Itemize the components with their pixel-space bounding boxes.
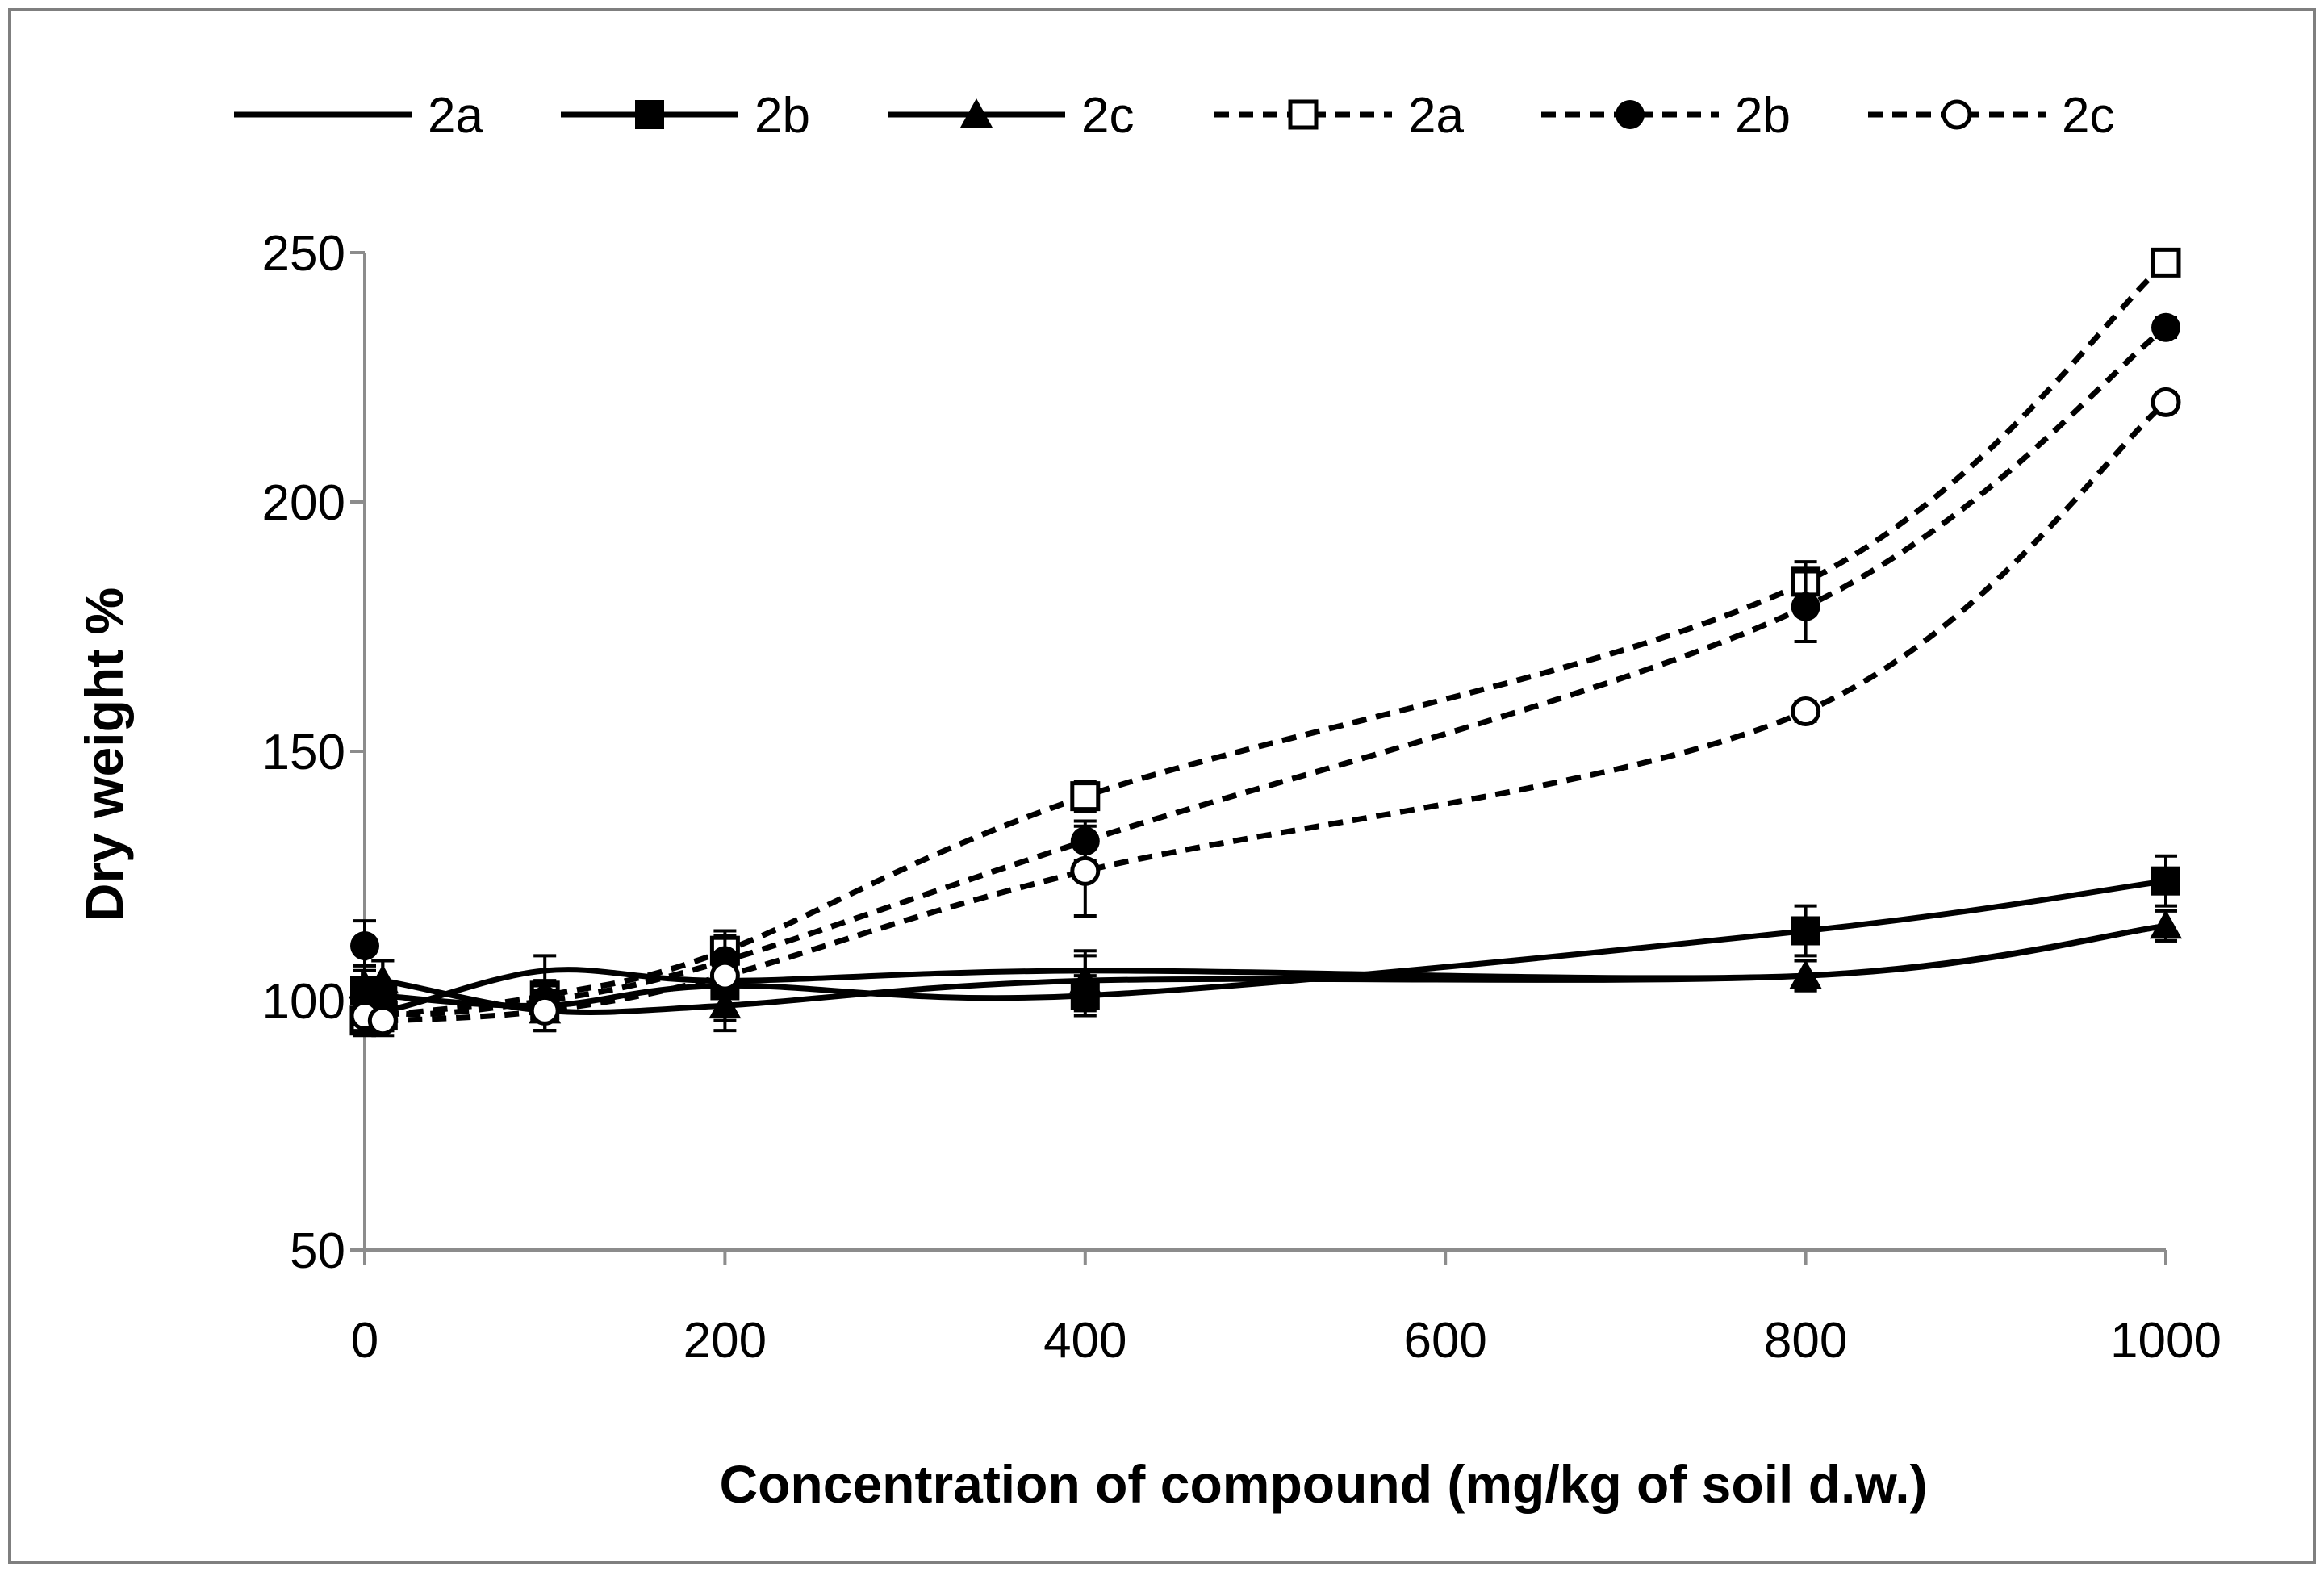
data-point <box>367 1005 398 1036</box>
legend-label: 2c <box>2062 88 2114 144</box>
data-point <box>1070 855 1101 886</box>
series-line <box>361 399 2168 1024</box>
x-tick-label: 800 <box>1764 1313 1847 1369</box>
data-point <box>2151 312 2180 342</box>
legend-label: 2a <box>428 88 483 144</box>
data-point <box>2151 387 2181 417</box>
series-line <box>361 922 2167 1015</box>
x-tick-label: 400 <box>1043 1313 1126 1369</box>
x-tick-label: 0 <box>351 1313 378 1369</box>
series-line <box>361 260 2168 1024</box>
legend: 2a 2b 2c 2a 2b 2c <box>234 88 2114 144</box>
y-tick-label: 250 <box>262 226 345 282</box>
data-point <box>1068 964 1101 994</box>
data-point <box>529 995 560 1026</box>
legend-entry-3: 2a <box>1214 88 1464 144</box>
x-axis-label: Concentration of compound (mg/kg of soil… <box>719 1454 1927 1514</box>
y-tick-label: 200 <box>262 475 345 531</box>
legend-marker <box>635 100 664 129</box>
data-point <box>1789 959 1822 989</box>
axes: 50 100 150 200 250 0 200 400 600 800 1000 <box>262 226 2222 1369</box>
legend-entry-1: 2b <box>561 88 810 144</box>
y-tick-label: 150 <box>262 725 345 780</box>
legend-entry-5: 2c <box>1868 88 2114 144</box>
data-point <box>2151 866 2180 896</box>
y-tick-label: 100 <box>262 974 345 1030</box>
legend-marker <box>1288 99 1319 130</box>
y-tick-label: 50 <box>290 1223 345 1279</box>
data-point <box>2151 247 2181 278</box>
legend-label: 2c <box>1081 88 1134 144</box>
data-point <box>1070 781 1101 812</box>
legend-marker <box>1616 100 1645 129</box>
data-point <box>708 989 742 1019</box>
legend-label: 2b <box>1735 88 1791 144</box>
data-point <box>366 964 399 994</box>
data-point <box>350 931 379 961</box>
series-5-2c-dashed <box>349 387 2181 1038</box>
legend-entry-0: 2a <box>234 88 483 144</box>
legend-label: 2a <box>1408 88 1464 144</box>
legend-entry-2: 2c <box>888 88 1134 144</box>
legend-marker <box>1942 99 1972 130</box>
data-point <box>709 960 740 991</box>
legend-marker <box>960 98 993 128</box>
y-axis-label: Dry weight % <box>74 587 134 922</box>
data-point <box>1791 916 1820 946</box>
series-layer <box>349 247 2182 1038</box>
chart-frame <box>8 8 2316 1564</box>
x-tick-label: 1000 <box>2110 1313 2222 1369</box>
legend-label: 2b <box>754 88 810 144</box>
data-point <box>1791 592 1820 621</box>
x-tick-label: 600 <box>1403 1313 1486 1369</box>
data-point <box>1791 696 1821 727</box>
series-line <box>361 324 2168 1018</box>
x-tick-label: 200 <box>683 1313 767 1369</box>
data-point <box>2150 909 2182 939</box>
legend-entry-4: 2b <box>1541 88 1791 144</box>
